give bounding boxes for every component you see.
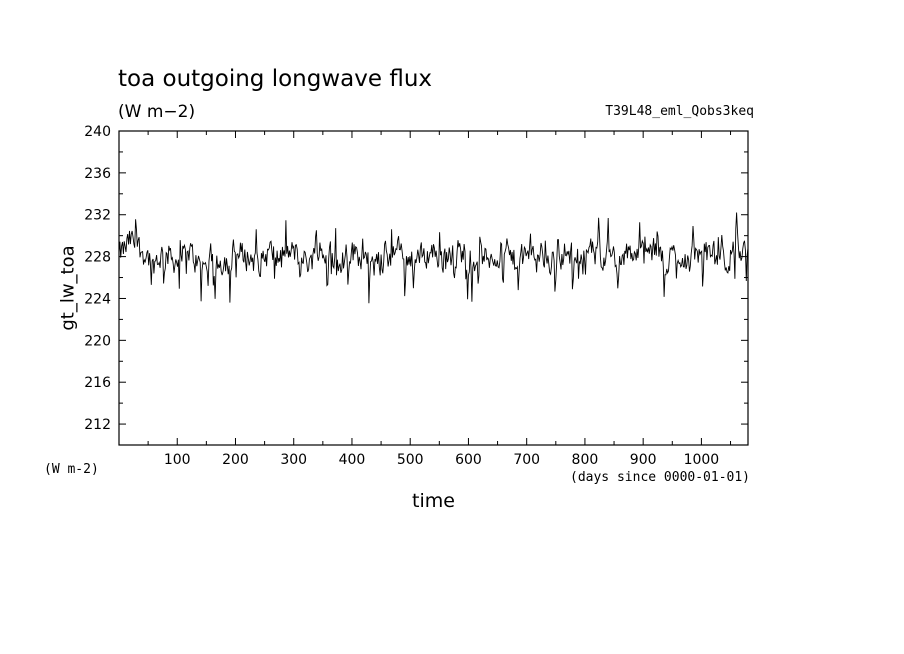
- y-tick-label: 216: [84, 375, 111, 391]
- y-tick-label: 240: [84, 124, 111, 140]
- x-tick-label: 400: [339, 452, 366, 468]
- x-tick-label: 100: [164, 452, 191, 468]
- series-line-0: [118, 212, 749, 304]
- plot-frame: [118, 130, 749, 446]
- x-tick-label: 600: [455, 452, 482, 468]
- x-tick-label: 700: [513, 452, 540, 468]
- y-tick-label: 212: [84, 417, 111, 433]
- y-tick-label: 232: [84, 208, 111, 224]
- x-tick-label: 900: [630, 452, 657, 468]
- unit-label: (W m-2): [44, 462, 99, 477]
- x-unit-label: (days since 0000-01-01): [570, 470, 751, 485]
- x-tick-label: 200: [222, 452, 249, 468]
- y-tick-label: 220: [84, 333, 111, 349]
- x-tick-label: 1000: [684, 452, 720, 468]
- y-tick-label: 236: [84, 166, 111, 182]
- x-axis-label: time: [412, 490, 455, 512]
- y-tick-label: 228: [84, 250, 111, 266]
- x-tick-label: 800: [572, 452, 599, 468]
- run-label: T39L48_eml_Qobs3keq: [605, 104, 754, 119]
- chart-subtitle: (W m−2): [118, 102, 196, 122]
- chart-title: toa outgoing longwave flux: [118, 66, 433, 92]
- y-tick-label: 224: [84, 291, 111, 307]
- x-tick-label: 300: [280, 452, 307, 468]
- x-tick-label: 500: [397, 452, 424, 468]
